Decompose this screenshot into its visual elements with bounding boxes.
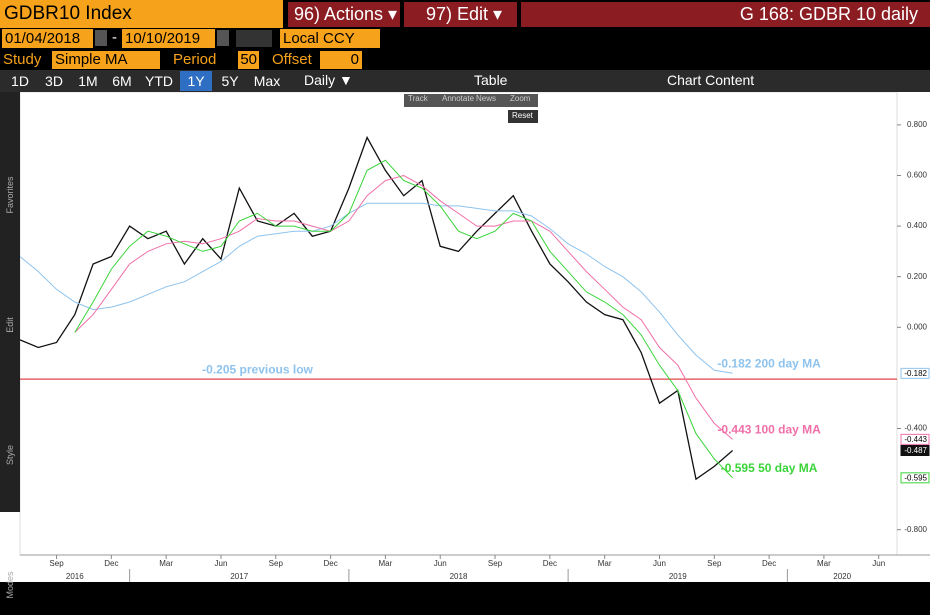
currency[interactable]: Local CCY: [280, 29, 380, 48]
side-label: Edit: [5, 317, 15, 333]
y-tick-label: -0.800: [904, 525, 927, 534]
year-label: 2018: [450, 572, 468, 581]
year-label: 2016: [66, 572, 84, 581]
study-label: Study: [3, 51, 42, 68]
annotation: -0.205 previous low: [202, 362, 313, 376]
period-label: Period: [173, 51, 217, 68]
year-label: 2019: [669, 572, 687, 581]
offset-label: Offset: [272, 51, 312, 68]
year-label: 2017: [230, 572, 248, 581]
x-tick-label: Mar: [817, 559, 831, 568]
x-tick-label: Sep: [488, 559, 503, 568]
annotation: -0.182 200 day MA: [717, 357, 821, 371]
range-button[interactable]: YTD: [145, 73, 173, 89]
calendar-icon[interactable]: [217, 30, 229, 46]
x-tick-label: Sep: [269, 559, 284, 568]
value-tag-label: -0.182: [904, 369, 927, 378]
side-strip: [0, 92, 20, 512]
value-tag: [900, 367, 930, 379]
x-tick-label: Jun: [872, 559, 885, 568]
screen: GDBR10 Index 96) Actions ▾ 97) Edit ▾ G …: [0, 0, 930, 599]
ticker[interactable]: GDBR10 Index: [0, 0, 283, 28]
reset-button[interactable]: Reset: [508, 110, 538, 123]
range-button[interactable]: Max: [253, 73, 281, 89]
x-tick-label: Dec: [762, 559, 776, 568]
chart: 0.800 0.600 0.400 0.200 0.000 -0.400 -0.800 Sep…: [0, 92, 930, 582]
start-date[interactable]: 01/04/2018: [2, 29, 93, 48]
range-button[interactable]: 6M: [112, 73, 132, 89]
series-line: [19, 135, 734, 481]
x-tick-label: Mar: [159, 559, 173, 568]
value-tag-label: -0.443: [904, 435, 927, 444]
value-tag: [900, 445, 930, 457]
x-tick-label: Sep: [707, 559, 722, 568]
series-line: [74, 159, 733, 479]
series-line: [74, 174, 733, 440]
annotation: -0.443 100 day MA: [717, 423, 821, 437]
y-tick-label: 0.600: [907, 171, 928, 180]
year-label: 2020: [833, 572, 851, 581]
y-tick-label: 0.000: [907, 322, 928, 331]
end-date[interactable]: 10/10/2019: [122, 29, 215, 48]
edit-button[interactable]: 97) Edit ▾: [404, 2, 517, 27]
range-button[interactable]: 1D: [11, 73, 29, 89]
x-tick-label: Dec: [543, 559, 557, 568]
study[interactable]: Simple MA: [52, 51, 160, 69]
x-tick-label: Dec: [104, 559, 118, 568]
plot-area: [19, 92, 898, 556]
range-button[interactable]: 1Y: [180, 71, 212, 91]
mini-tool[interactable]: Track: [408, 94, 428, 103]
x-tick-label: Jun: [215, 559, 228, 568]
page-title: G 168: GDBR 10 daily: [521, 2, 930, 27]
range-button[interactable]: 1M: [78, 73, 98, 89]
x-tick-label: Mar: [598, 559, 612, 568]
nav-arrows[interactable]: [236, 30, 272, 47]
y-tick-label: -0.400: [904, 424, 927, 433]
y-tick-label: 0.800: [907, 120, 928, 129]
mini-tool[interactable]: News: [476, 94, 497, 103]
value-tag-label: -0.487: [904, 446, 927, 455]
range-bar: [0, 70, 930, 92]
x-tick-label: Jun: [653, 559, 666, 568]
calendar-icon[interactable]: [95, 30, 107, 46]
x-tick-label: Dec: [323, 559, 337, 568]
series-line: [19, 202, 733, 374]
x-tick-label: Sep: [49, 559, 64, 568]
period[interactable]: 50: [238, 51, 259, 69]
side-label: Favorites: [5, 176, 15, 214]
value-tag: [900, 433, 930, 445]
annotation: -0.595 50 day MA: [721, 461, 818, 475]
table-button[interactable]: Table: [474, 72, 508, 88]
mini-bar: [404, 94, 538, 107]
frequency[interactable]: Daily ▼: [304, 72, 353, 88]
chart-content[interactable]: Chart Content: [667, 72, 755, 88]
range-button[interactable]: 5Y: [221, 73, 239, 89]
actions-button[interactable]: 96) Actions ▾: [288, 2, 400, 27]
x-tick-label: Mar: [379, 559, 393, 568]
side-label: Modes: [5, 571, 15, 599]
value-tag-label: -0.595: [904, 473, 927, 482]
range-button[interactable]: 3D: [45, 73, 63, 89]
side-label: Style: [5, 445, 15, 466]
offset[interactable]: 0: [320, 51, 362, 69]
mini-tool[interactable]: Annotate: [442, 94, 475, 103]
y-tick-label: 0.400: [907, 221, 928, 230]
mini-tool[interactable]: Zoom: [510, 94, 531, 103]
date-separator: -: [112, 29, 117, 46]
value-tag: [900, 472, 930, 484]
y-tick-label: 0.200: [907, 272, 928, 281]
x-tick-label: Jun: [434, 559, 447, 568]
